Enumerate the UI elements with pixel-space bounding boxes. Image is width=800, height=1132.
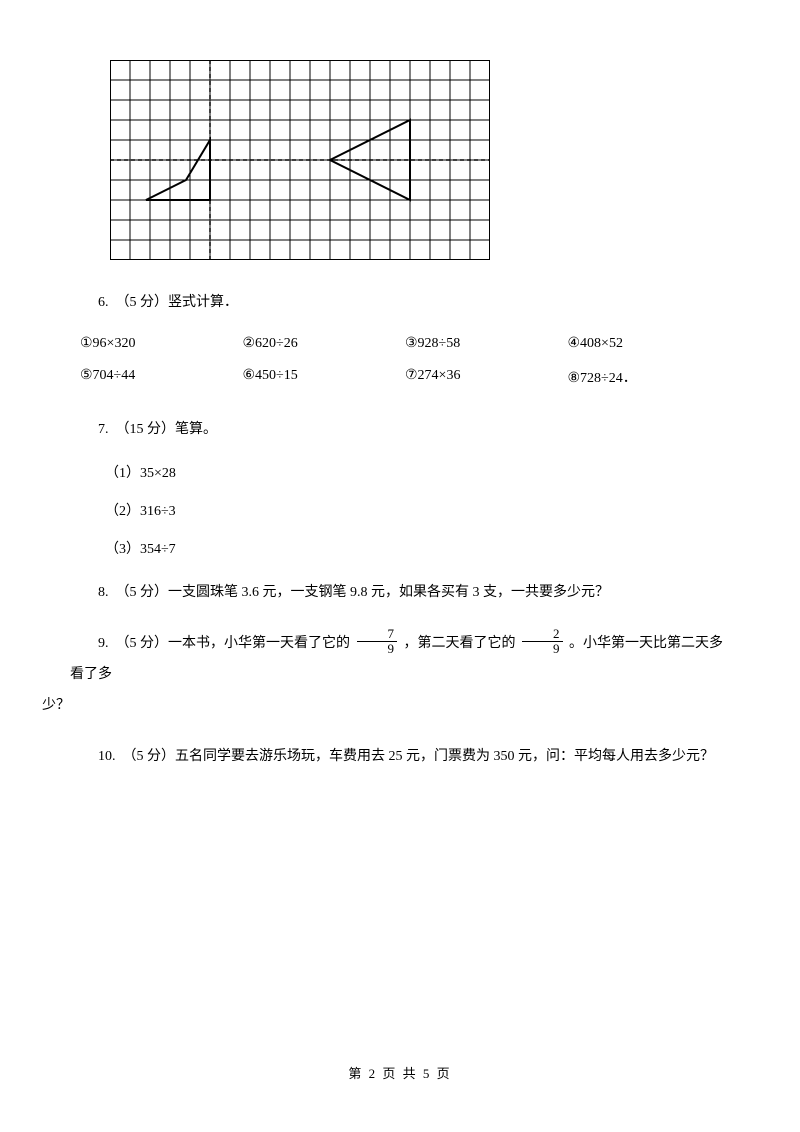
q9-mid: ，第二天看了它的 <box>400 636 519 651</box>
frac-num: 2 <box>522 627 563 642</box>
q10: 10. （5 分）五名同学要去游乐场玩，车费用去 25 元，门票费为 350 元… <box>70 742 730 773</box>
frac-num: 7 <box>357 627 398 642</box>
q6-item: ⑥450÷15 <box>243 367 406 387</box>
q6-item: ①96×320 <box>80 335 243 352</box>
q6-item: ⑦274×36 <box>405 367 568 387</box>
q9-suffix2: 少？ <box>42 691 70 722</box>
q6-item: ⑤704÷44 <box>80 367 243 387</box>
q7-header: 7. （15 分）笔算。 <box>70 417 730 442</box>
q6-row1: ①96×320 ②620÷26 ③928÷58 ④408×52 <box>70 335 730 352</box>
q6-header: 6. （5 分）竖式计算． <box>70 290 730 315</box>
frac-den: 9 <box>522 642 563 656</box>
q8: 8. （5 分）一支圆珠笔 3.6 元，一支钢笔 9.8 元，如果各买有 3 支… <box>70 578 730 609</box>
q6-item: ③928÷58 <box>405 335 568 352</box>
frac-den: 9 <box>357 642 398 656</box>
q9: 9. （5 分）一本书，小华第一天看了它的 79 ，第二天看了它的 29 。小华… <box>70 629 730 721</box>
grid-svg <box>110 60 490 260</box>
q6-item: ④408×52 <box>568 335 731 352</box>
q9-prefix: 9. （5 分）一本书，小华第一天看了它的 <box>98 636 354 651</box>
q7-item-3: （3）354÷7 <box>105 538 730 558</box>
q6-item: ②620÷26 <box>243 335 406 352</box>
q7-item-1: （1）35×28 <box>105 462 730 482</box>
page-footer: 第 2 页 共 5 页 <box>0 1063 800 1082</box>
fraction-2-9: 29 <box>522 627 563 657</box>
q6-row2: ⑤704÷44 ⑥450÷15 ⑦274×36 ⑧728÷24． <box>70 367 730 387</box>
q7-item-2: （2）316÷3 <box>105 500 730 520</box>
fraction-7-9: 79 <box>357 627 398 657</box>
q6-item: ⑧728÷24． <box>568 367 731 387</box>
grid-figure <box>110 60 730 265</box>
